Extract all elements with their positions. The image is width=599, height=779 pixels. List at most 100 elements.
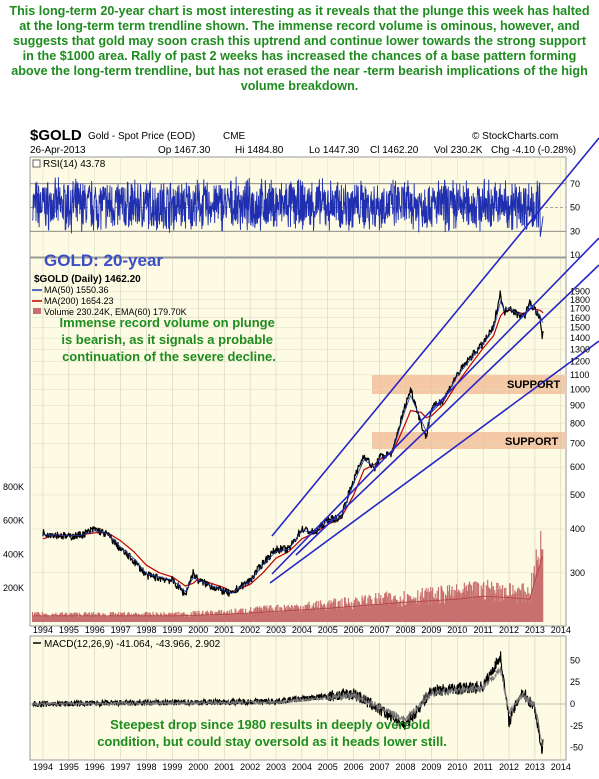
x-tick-label: 2014: [551, 762, 571, 772]
legend-volume-swatch: [33, 308, 41, 314]
macd-note-line-1: Steepest drop since 1980 results in deep…: [110, 717, 430, 732]
macd-note-line-2: condition, but could stay oversold as it…: [97, 734, 447, 749]
x-tick-label: 2013: [525, 625, 545, 635]
macd-plot: 50 25 0 -25 -50: [30, 651, 583, 754]
price-tick-label: 600: [570, 462, 585, 472]
macd-signal-line: [32, 666, 544, 747]
volume-note-line-2: is bearish, as it signals a probable: [61, 332, 273, 347]
price-tick-label: 1100: [570, 370, 589, 380]
macd-tick-label: -25: [570, 721, 583, 731]
x-tick-label: 2013: [525, 762, 545, 772]
x-tick-label: 2014: [551, 625, 571, 635]
rsi-tick-label: 70: [570, 179, 580, 189]
trendline: [271, 237, 599, 575]
symbol-name: Gold - Spot Price (EOD): [88, 131, 195, 142]
x-tick-label: 2001: [214, 625, 234, 635]
rsi-plot: 70 50 30 10: [30, 176, 580, 260]
x-tick-label: 2008: [395, 625, 415, 635]
x-tick-label: 2011: [473, 625, 492, 635]
price-tick-label: 1600: [570, 313, 590, 323]
price-tick-label: 1000: [570, 384, 590, 394]
price-tick-label: 500: [570, 490, 585, 500]
rsi-tick-label: 50: [570, 203, 580, 213]
volume-tick-label: 600K: [3, 516, 24, 526]
volume-bars: [31, 531, 544, 622]
trendline: [271, 137, 599, 537]
legend-volume: Volume 230.24K, EMA(60) 179.70K: [44, 307, 187, 317]
support-label-1000: SUPPORT: [507, 379, 560, 391]
support-label-700: SUPPORT: [505, 436, 558, 448]
price-tick-label: 1700: [570, 304, 590, 314]
x-tick-label: 1994: [33, 625, 53, 635]
trendline: [269, 340, 599, 584]
macd-label: MACD(12,26,9) -41.064, -43.966, 2.902: [44, 639, 221, 650]
price-tick-label: 1500: [570, 323, 590, 333]
price-tick-label: 900: [570, 400, 585, 410]
price-tick-label: 1200: [570, 357, 590, 367]
price-tick-label: 1400: [570, 333, 590, 343]
x-tick-label: 2000: [188, 762, 208, 772]
price-gridlines: [30, 157, 566, 760]
x-tick-label: 1998: [137, 762, 157, 772]
header-volume: Vol 230.2K: [434, 145, 483, 156]
x-tick-label: 2003: [266, 762, 286, 772]
chart-title: GOLD: 20-year: [44, 251, 163, 270]
header-change: Chg -4.10 (-0.28%): [491, 145, 576, 156]
volume-tick-label: 800K: [3, 482, 24, 492]
volume-note-line-1: Immense record volume on plunge: [60, 315, 275, 330]
price-tick-label: 700: [570, 439, 585, 449]
rsi-label: RSI(14) 43.78: [43, 159, 106, 170]
x-tick-label: 2012: [499, 762, 519, 772]
volume-ema-line: [32, 556, 544, 617]
rsi-line: [32, 176, 544, 237]
x-tick-label: 1999: [162, 625, 182, 635]
header-open: Op 1467.30: [158, 145, 211, 156]
x-tick-label: 2005: [318, 625, 338, 635]
x-tick-label: 2011: [473, 762, 492, 772]
volume-note-line-3: continuation of the severe decline.: [62, 349, 276, 364]
x-tick-label: 1996: [85, 762, 105, 772]
ma50-line: [42, 301, 544, 594]
trendline: [295, 264, 599, 556]
commentary-intro: This long-term 20-year chart is most int…: [9, 4, 590, 93]
macd-note: Steepest drop since 1980 results in deep…: [97, 717, 447, 749]
price-tick-label: 800: [570, 418, 585, 428]
x-tick-label: 2007: [370, 762, 390, 772]
price-plot: [42, 290, 544, 597]
price-tick-label: 400: [570, 524, 585, 534]
x-tick-label: 2010: [447, 762, 467, 772]
symbol: $GOLD: [30, 127, 82, 144]
macd-tick-label: -50: [570, 743, 583, 753]
header-date: 26-Apr-2013: [30, 145, 86, 156]
legend-ma200: MA(200) 1654.23: [44, 296, 114, 306]
legend-ma50: MA(50) 1550.36: [44, 285, 109, 295]
x-tick-label: 2004: [292, 625, 312, 635]
x-tick-label: 1998: [137, 625, 157, 635]
volume-tick-label: 200K: [3, 583, 24, 593]
x-tick-label: 2000: [188, 625, 208, 635]
x-tick-label: 2002: [240, 762, 260, 772]
x-tick-label: 2007: [370, 625, 390, 635]
x-tick-label: 1996: [85, 625, 105, 635]
exchange: CME: [223, 131, 246, 142]
x-tick-label: 1994: [33, 762, 53, 772]
volume-note: Immense record volume on plunge is beari…: [60, 315, 279, 364]
x-tick-label: 1997: [111, 762, 131, 772]
macd-tick-label: 50: [570, 655, 580, 665]
x-tick-label: 1997: [111, 625, 131, 635]
header-low: Lo 1447.30: [309, 145, 359, 156]
x-tick-label: 1999: [162, 762, 182, 772]
axis-labels: 1994 1994 1995 1995 1996 1996 1997 1997 1998 1998…: [3, 287, 590, 772]
x-tick-label: 2006: [344, 762, 364, 772]
x-tick-label: 2009: [421, 762, 441, 772]
x-tick-label: 2004: [292, 762, 312, 772]
x-tick-label: 2009: [421, 625, 441, 635]
volume-tick-label: 400K: [3, 549, 24, 559]
rsi-tick-label: 10: [570, 250, 580, 260]
price-tick-label: 1800: [570, 295, 590, 305]
x-tick-label: 2005: [318, 762, 338, 772]
macd-tick-label: 25: [570, 677, 580, 687]
header-high: Hi 1484.80: [235, 145, 284, 156]
legend-price: $GOLD (Daily) 1462.20: [34, 274, 141, 285]
